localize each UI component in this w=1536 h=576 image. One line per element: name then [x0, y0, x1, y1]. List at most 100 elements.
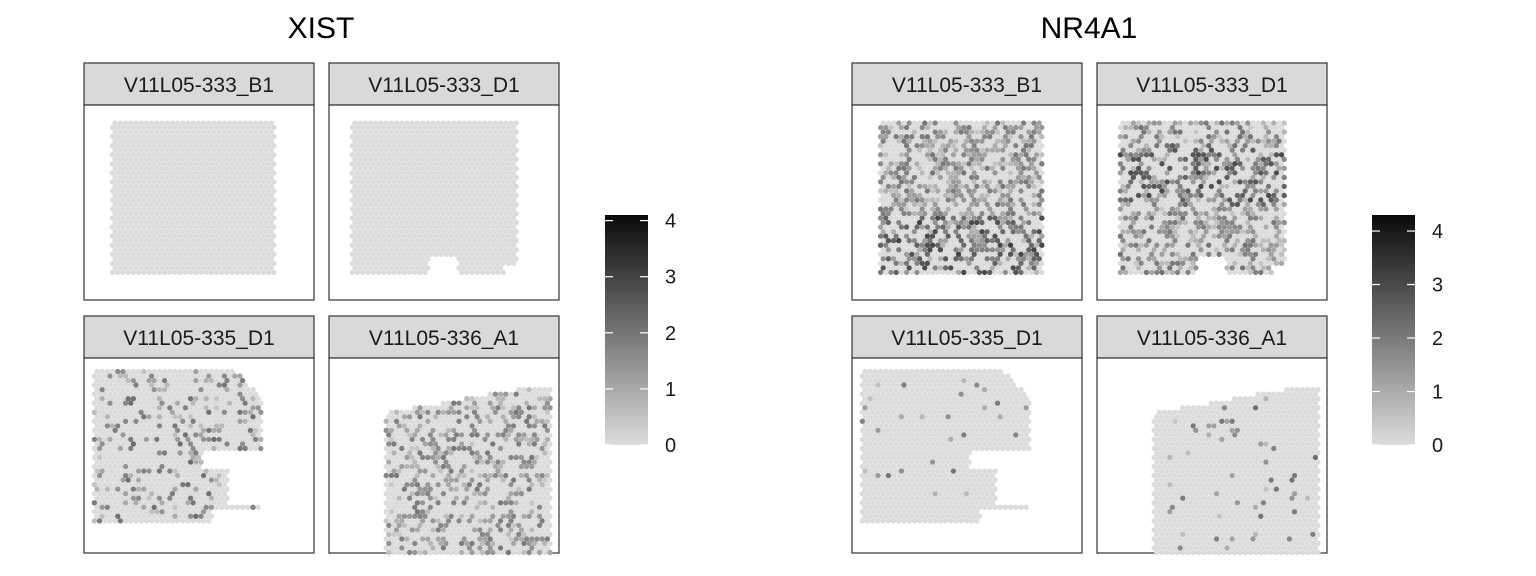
- spot: [958, 138, 964, 144]
- spot: [115, 423, 121, 429]
- spot: [438, 170, 444, 176]
- spot: [1005, 174, 1011, 181]
- spot: [386, 495, 392, 501]
- spot: [432, 124, 439, 131]
- spot: [458, 170, 465, 176]
- spot: [427, 179, 434, 185]
- spot: [263, 156, 269, 162]
- spot: [922, 138, 928, 144]
- spot: [211, 238, 217, 244]
- spot: [440, 409, 447, 415]
- spot: [510, 495, 517, 501]
- spot: [115, 377, 121, 384]
- spot: [469, 405, 475, 411]
- spot: [456, 192, 462, 199]
- spot: [156, 224, 163, 230]
- spot: [148, 509, 155, 515]
- spot: [963, 174, 970, 181]
- spot: [474, 513, 480, 519]
- spot: [404, 482, 410, 488]
- spot: [451, 247, 457, 253]
- spot: [143, 500, 150, 506]
- spot: [477, 418, 483, 424]
- spot: [456, 174, 462, 181]
- spot: [474, 215, 480, 221]
- spot: [492, 536, 499, 542]
- spot: [174, 138, 181, 144]
- spot: [232, 247, 238, 253]
- spot: [104, 459, 111, 465]
- spot: [963, 201, 970, 208]
- spot: [1005, 201, 1011, 208]
- spot: [500, 224, 506, 230]
- spot: [547, 513, 553, 519]
- spot: [375, 197, 382, 203]
- spot: [174, 219, 181, 226]
- spot: [487, 147, 493, 153]
- spot: [383, 500, 389, 506]
- spot: [422, 233, 428, 239]
- spot: [487, 120, 493, 126]
- spot: [945, 124, 951, 131]
- spot: [177, 441, 183, 447]
- spot: [250, 161, 256, 167]
- spot: [172, 377, 178, 384]
- spot: [539, 463, 545, 470]
- spot: [487, 500, 493, 506]
- spot: [490, 124, 496, 131]
- spot: [386, 215, 392, 221]
- spot: [1033, 143, 1040, 149]
- spot: [138, 174, 144, 181]
- spot: [349, 143, 356, 149]
- spot: [877, 206, 884, 212]
- spot: [490, 188, 496, 194]
- spot: [487, 509, 493, 515]
- spot: [456, 265, 462, 271]
- spot: [922, 156, 928, 162]
- spot: [378, 229, 384, 235]
- spot: [198, 423, 204, 429]
- spot: [154, 418, 160, 424]
- spot: [258, 120, 264, 126]
- spot: [979, 129, 985, 135]
- spot: [445, 247, 452, 253]
- spot: [521, 441, 527, 447]
- spot: [187, 414, 194, 420]
- spot: [109, 495, 116, 501]
- spot: [195, 391, 202, 397]
- spot: [109, 179, 116, 185]
- spot: [156, 468, 163, 474]
- spot: [901, 201, 907, 208]
- spot: [445, 400, 452, 406]
- spot: [221, 472, 228, 479]
- spot-layer: [109, 120, 277, 276]
- spot: [974, 138, 980, 144]
- spot: [224, 134, 230, 140]
- spot: [461, 174, 467, 181]
- spot: [200, 472, 207, 479]
- spot: [456, 400, 462, 406]
- spot: [508, 463, 514, 470]
- spot: [422, 459, 428, 465]
- spot: [190, 427, 196, 434]
- spot: [404, 409, 410, 415]
- spot: [112, 472, 118, 479]
- spot: [458, 124, 465, 131]
- spot: [1026, 192, 1032, 199]
- spot: [133, 201, 139, 208]
- spot: [937, 174, 944, 181]
- spot: [490, 432, 496, 438]
- spot: [386, 423, 392, 429]
- spot: [877, 134, 884, 140]
- spot: [154, 238, 160, 244]
- spot: [206, 391, 212, 397]
- spot: [479, 215, 486, 221]
- spot: [120, 152, 126, 158]
- spot: [120, 513, 126, 519]
- spot: [224, 197, 230, 203]
- spot: [427, 206, 434, 212]
- spot: [271, 143, 277, 149]
- spot: [521, 450, 527, 456]
- spot: [102, 427, 108, 434]
- spot: [216, 120, 222, 126]
